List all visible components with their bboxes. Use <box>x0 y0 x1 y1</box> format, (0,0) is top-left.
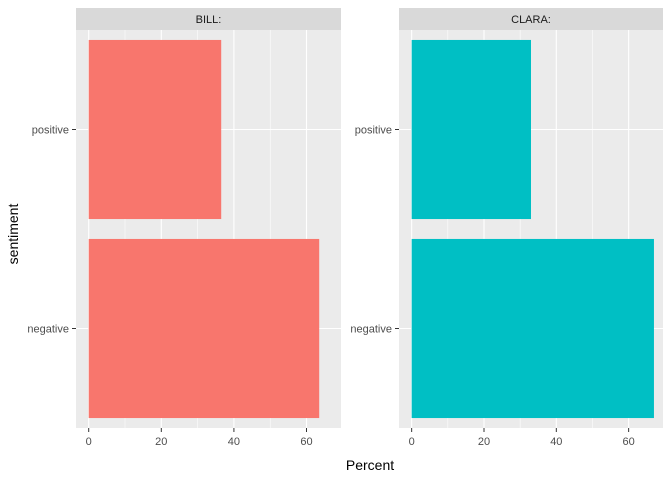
x-tick-label: 40 <box>550 436 562 448</box>
bar-bill-positive <box>88 39 222 220</box>
y-axis-title: sentiment <box>5 204 21 265</box>
y-tick-label-negative: negative <box>350 324 392 336</box>
y-tick-label-negative: negative <box>27 324 69 336</box>
x-tick-label: 60 <box>300 436 312 448</box>
x-tick-label: 0 <box>86 436 92 448</box>
bar-clara-negative <box>411 238 654 419</box>
bar-bill-negative <box>88 238 320 419</box>
facet-strip-label-bill: BILL: <box>196 14 222 26</box>
facet-strip-clara <box>399 8 663 30</box>
bar-clara-positive <box>411 39 531 220</box>
y-tick-label-positive: positive <box>32 125 69 137</box>
x-tick-label: 40 <box>228 436 240 448</box>
x-axis-title: Percent <box>346 457 394 473</box>
x-tick-label: 20 <box>478 436 490 448</box>
facet-strip-bill <box>76 8 341 30</box>
x-tick-label: 0 <box>409 436 415 448</box>
y-tick-label-positive: positive <box>355 125 392 137</box>
x-tick-label: 60 <box>623 436 635 448</box>
x-tick-label: 20 <box>155 436 167 448</box>
facet-strip-label-clara: CLARA: <box>511 14 551 26</box>
